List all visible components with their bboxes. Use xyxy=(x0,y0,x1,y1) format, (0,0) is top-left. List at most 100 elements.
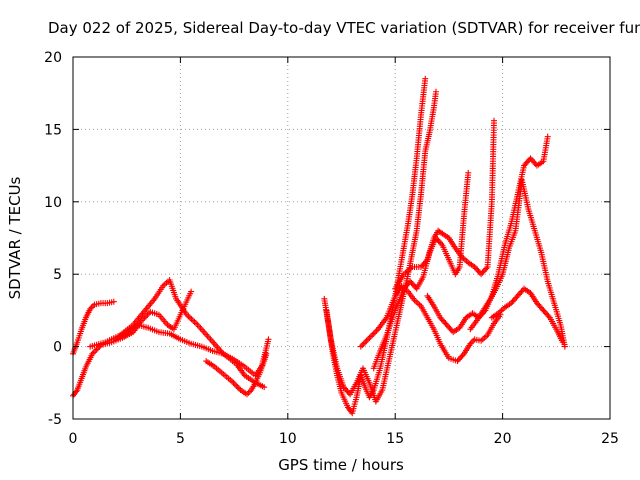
data-point-marker xyxy=(370,330,377,337)
data-point-marker xyxy=(561,343,568,350)
data-point-marker xyxy=(522,161,529,168)
data-point-marker xyxy=(228,378,235,385)
y-tick-label: 15 xyxy=(44,122,62,138)
data-point-marker xyxy=(435,237,442,244)
grid-lines xyxy=(73,57,610,419)
data-point-marker xyxy=(95,345,102,352)
data-point-marker xyxy=(230,379,237,386)
data-point-marker xyxy=(443,321,450,328)
data-point-marker xyxy=(340,384,347,391)
data-point-marker xyxy=(518,288,525,295)
series-track-4 xyxy=(112,321,272,379)
data-series-layer xyxy=(70,75,568,417)
data-point-marker xyxy=(478,271,485,278)
data-point-marker xyxy=(403,282,410,289)
data-point-marker xyxy=(537,304,544,311)
data-point-marker xyxy=(245,389,252,396)
data-point-marker xyxy=(143,313,150,320)
data-point-marker xyxy=(188,288,195,295)
data-point-marker xyxy=(359,342,366,349)
data-point-marker xyxy=(88,304,95,311)
data-point-marker xyxy=(531,159,538,166)
data-point-marker xyxy=(523,159,530,166)
data-point-marker xyxy=(479,269,486,276)
data-point-marker xyxy=(528,156,535,163)
data-point-marker xyxy=(344,388,351,395)
data-point-marker xyxy=(521,162,528,169)
data-point-marker xyxy=(471,263,478,270)
data-point-marker xyxy=(438,229,445,236)
series-track-7 xyxy=(323,88,440,405)
data-point-marker xyxy=(87,305,94,312)
data-point-marker xyxy=(373,327,380,334)
data-point-marker xyxy=(465,169,472,176)
data-point-marker xyxy=(458,353,465,360)
data-point-marker xyxy=(439,317,446,324)
data-point-marker xyxy=(409,281,416,288)
x-axis-label: GPS time / hours xyxy=(278,456,404,474)
y-axis-label: SDTVAR / TECUs xyxy=(6,176,24,299)
x-tick-labels: 0 5 10 15 20 25 xyxy=(69,431,619,447)
data-point-marker xyxy=(145,310,152,317)
data-point-marker xyxy=(90,303,97,310)
series-track-5 xyxy=(203,350,270,398)
y-tick-label: 10 xyxy=(44,195,62,211)
data-point-marker xyxy=(508,300,515,307)
data-point-marker xyxy=(447,326,454,333)
data-point-marker xyxy=(437,314,444,321)
x-tick-label: 25 xyxy=(601,431,619,447)
data-point-marker xyxy=(363,337,370,344)
data-point-marker xyxy=(467,340,474,347)
data-point-marker xyxy=(369,332,376,339)
y-tick-label: 5 xyxy=(53,267,62,283)
data-point-marker xyxy=(89,350,96,357)
data-point-marker xyxy=(246,388,253,395)
data-point-marker xyxy=(480,268,487,275)
data-point-marker xyxy=(362,339,369,346)
data-point-marker xyxy=(263,350,270,357)
y-tick-label: 0 xyxy=(53,340,62,356)
data-point-marker xyxy=(433,88,440,95)
data-point-marker xyxy=(141,314,148,321)
data-point-marker xyxy=(513,294,520,301)
data-point-marker xyxy=(491,117,498,124)
data-point-marker xyxy=(438,316,445,323)
data-point-marker xyxy=(559,339,566,346)
data-point-marker xyxy=(408,279,415,286)
data-point-marker xyxy=(422,75,429,82)
data-point-marker xyxy=(372,329,379,336)
data-point-marker xyxy=(434,236,441,243)
data-point-marker xyxy=(468,339,475,346)
data-point-marker xyxy=(512,295,519,302)
data-point-marker xyxy=(366,334,373,341)
data-point-marker xyxy=(459,352,466,359)
data-point-marker xyxy=(533,300,540,307)
data-point-marker xyxy=(483,265,490,272)
y-tick-label: 20 xyxy=(44,50,62,66)
data-point-marker xyxy=(540,307,547,314)
data-point-marker xyxy=(423,258,430,265)
data-point-marker xyxy=(535,301,542,308)
data-point-marker xyxy=(544,311,551,318)
data-point-marker xyxy=(265,336,272,343)
data-point-marker xyxy=(517,290,524,297)
data-point-marker xyxy=(541,308,548,315)
data-point-marker xyxy=(110,298,117,305)
x-tick-label: 10 xyxy=(279,431,297,447)
data-point-marker xyxy=(341,385,348,392)
series-track-11 xyxy=(424,133,551,336)
data-point-marker xyxy=(420,261,427,268)
data-point-marker xyxy=(421,259,428,266)
data-point-marker xyxy=(530,158,537,165)
data-point-marker xyxy=(472,265,479,272)
y-tick-label: -5 xyxy=(48,412,62,428)
data-point-marker xyxy=(470,337,477,344)
data-point-marker xyxy=(73,388,80,395)
data-point-marker xyxy=(455,356,462,363)
data-point-marker xyxy=(509,298,516,305)
data-point-marker xyxy=(360,340,367,347)
data-point-marker xyxy=(457,355,464,362)
data-point-marker xyxy=(446,324,453,331)
